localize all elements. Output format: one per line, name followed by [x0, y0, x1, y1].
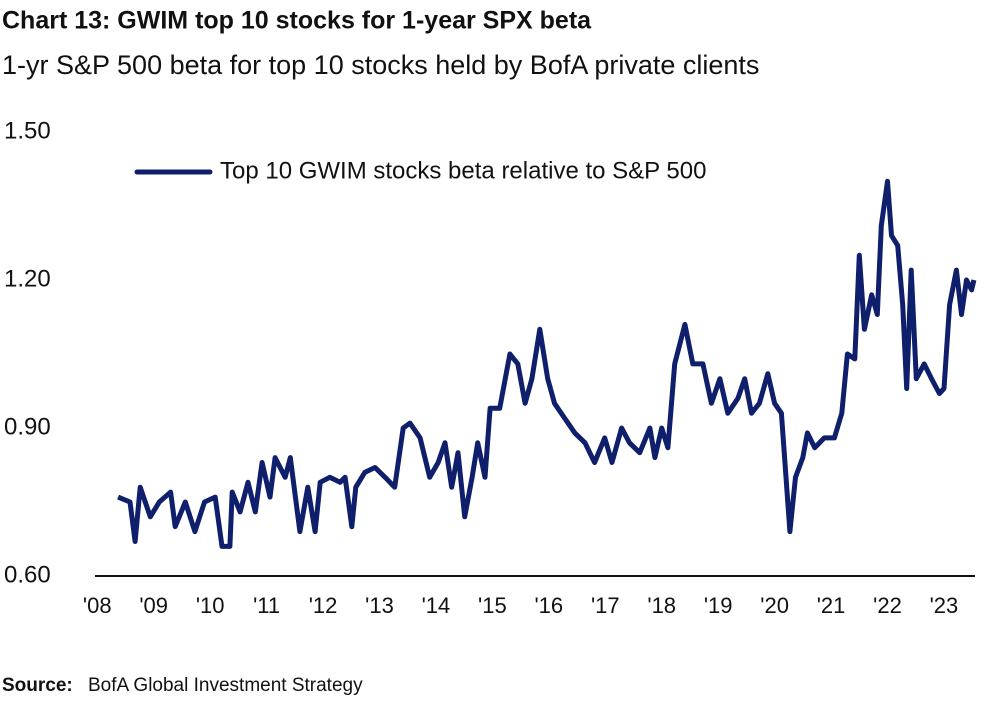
x-tick-label: '10	[196, 593, 225, 618]
x-tick-label: '08	[83, 593, 112, 618]
x-tick-label: '20	[760, 593, 789, 618]
y-tick-label: 0.90	[4, 413, 51, 440]
x-tick-label: '18	[647, 593, 676, 618]
x-tick-label: '11	[253, 593, 280, 618]
y-tick-label: 1.20	[4, 265, 51, 292]
x-tick-label: '21	[817, 593, 846, 618]
data-line	[117, 178, 977, 549]
x-tick-label: '17	[591, 593, 620, 618]
y-tick-label: 1.50	[4, 117, 51, 144]
y-tick-label: 0.60	[4, 561, 51, 588]
source: BofA Global Investment Strategy	[88, 675, 363, 696]
x-tick-label: '19	[704, 593, 733, 618]
chart-subtitle: 1-yr S&P 500 beta for top 10 stocks held…	[2, 50, 759, 80]
x-tick-label: '14	[422, 593, 451, 618]
legend-label: Top 10 GWIM stocks beta relative to S&P …	[220, 157, 706, 184]
source-label: Source:	[2, 675, 73, 696]
x-tick-label: '16	[534, 593, 563, 618]
x-tick-label: '22	[873, 593, 902, 618]
x-tick-label: '15	[478, 593, 507, 618]
x-tick-label: '13	[365, 593, 394, 618]
x-tick-label: '23	[930, 593, 959, 618]
chart-title: Chart 13: GWIM top 10 stocks for 1-year …	[2, 7, 592, 35]
x-tick-label: '12	[309, 593, 338, 618]
x-tick-label: '09	[139, 593, 168, 618]
